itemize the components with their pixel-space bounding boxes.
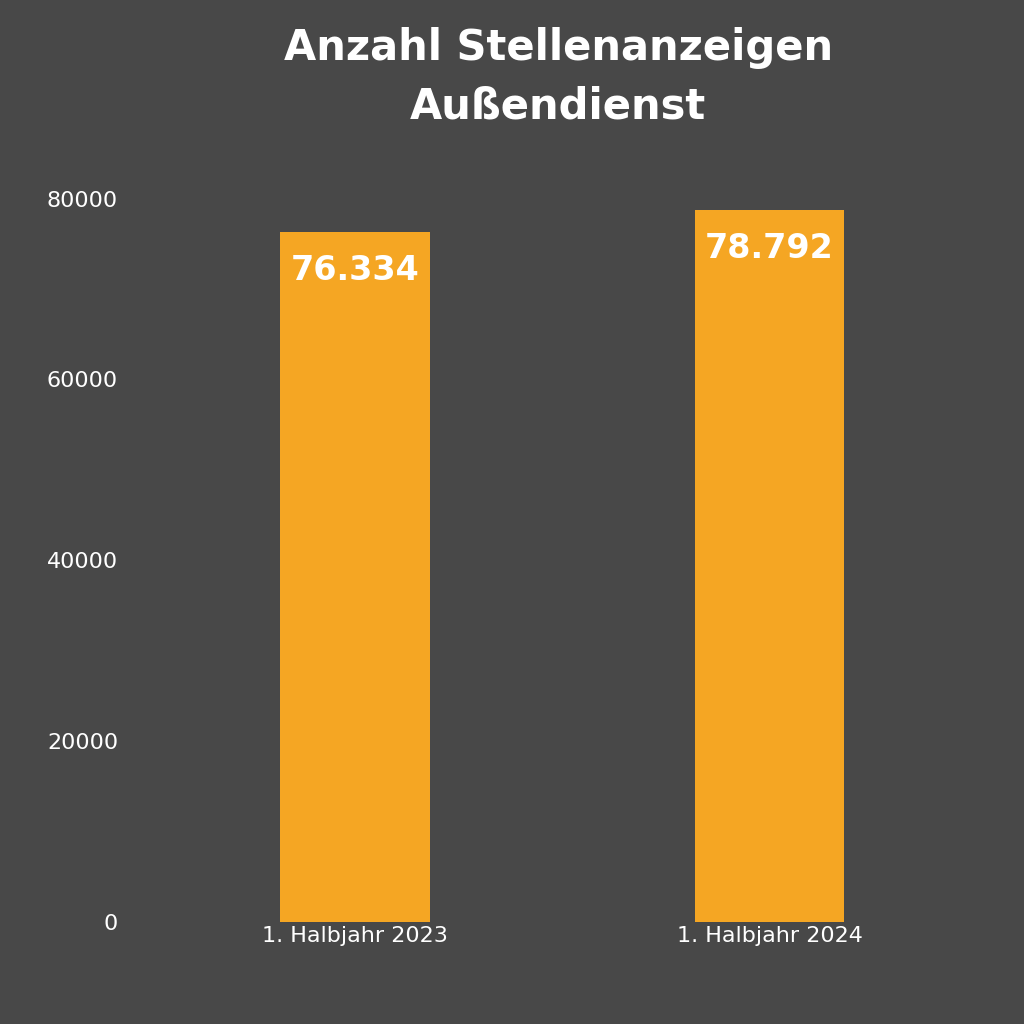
Text: 78.792: 78.792 (706, 232, 834, 265)
Bar (695, 210, 844, 922)
Bar (281, 231, 430, 922)
Text: 76.334: 76.334 (291, 255, 420, 288)
Title: Anzahl Stellenanzeigen
Außendienst: Anzahl Stellenanzeigen Außendienst (284, 28, 833, 128)
